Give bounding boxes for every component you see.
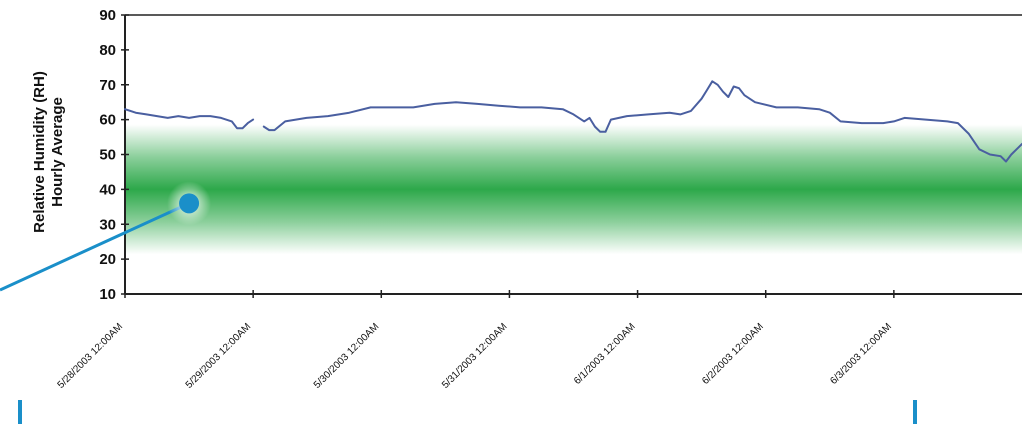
- x-tick-label: 5/29/2003 12:00AM: [184, 321, 254, 391]
- x-tick-label: 6/2/2003 12:00AM: [700, 321, 766, 387]
- comfort-band: [125, 124, 1022, 255]
- y-tick-label: 60: [99, 112, 116, 129]
- y-axis: 10 20 30 40 50 60 70 80 90: [99, 7, 1022, 303]
- y-tick-label: 20: [99, 251, 116, 268]
- y-axis-label: Relative Humidity (RH): [31, 71, 48, 233]
- y-tick-label: 50: [99, 147, 116, 164]
- x-tick-label: 5/28/2003 12:00AM: [56, 321, 126, 391]
- series-humidity: [124, 80, 1022, 163]
- y-tick-label: 30: [99, 216, 116, 233]
- series-line: [262, 80, 1022, 163]
- marker-leader-line: [0, 201, 190, 292]
- y-tick-label: 10: [99, 286, 116, 303]
- y-tick-label: 40: [99, 181, 116, 198]
- y-tick-label: 90: [99, 7, 116, 24]
- x-tick-label: 6/3/2003 12:00AM: [828, 321, 894, 387]
- x-tick-label: 6/1/2003 12:00AM: [572, 321, 638, 387]
- series-line: [124, 108, 255, 130]
- y-tick-label: 80: [99, 42, 116, 59]
- bracket-left: [18, 400, 22, 424]
- x-axis: 5/28/2003 12:00AM 5/29/2003 12:00AM 5/30/2…: [56, 290, 1022, 391]
- bracket-right: [913, 400, 917, 424]
- y-axis-label-line2: Hourly Average: [49, 97, 66, 207]
- marker-dot: [179, 193, 200, 214]
- y-tick-label: 70: [99, 77, 116, 94]
- marker: [0, 181, 212, 292]
- x-tick-label: 5/30/2003 12:00AM: [312, 321, 382, 391]
- x-tick-label: 5/31/2003 12:00AM: [440, 321, 510, 391]
